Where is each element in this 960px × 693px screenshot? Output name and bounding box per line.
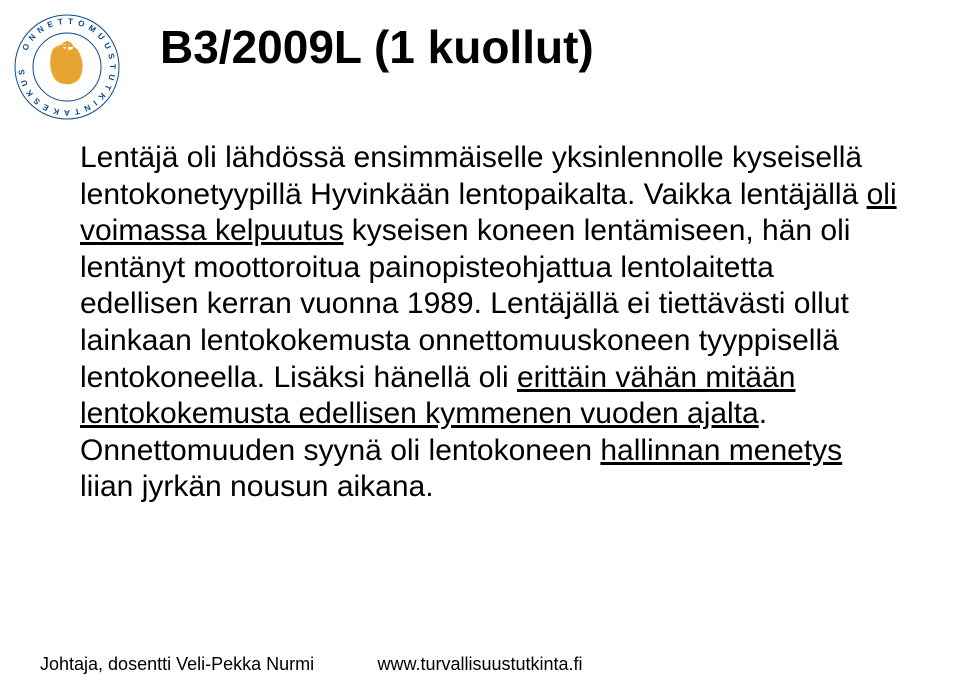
body-part-4b: liian jyrkän nousun aikana.: [80, 470, 434, 503]
slide-footer: Johtaja, dosentti Veli-Pekka Nurmi www.t…: [40, 651, 920, 675]
slide-body: Lentäjä oli lähdössä ensimmäiselle yksin…: [80, 140, 900, 506]
slide-title: B3/2009L (1 kuollut): [160, 20, 920, 74]
agency-logo: O N N E T T O M U U S T U T K I N T A K …: [12, 12, 122, 122]
footer-url: www.turvallisuustutkinta.fi: [40, 654, 920, 675]
logo-svg: O N N E T T O M U U S T U T K I N T A K …: [12, 12, 122, 122]
body-underline-3: hallinnan menetys: [600, 434, 842, 467]
body-part-1b: Hyvinkään lentopaikalta. Vaikka lentäjäl…: [302, 178, 867, 211]
slide: O N N E T T O M U U S T U T K I N T A K …: [0, 0, 960, 693]
